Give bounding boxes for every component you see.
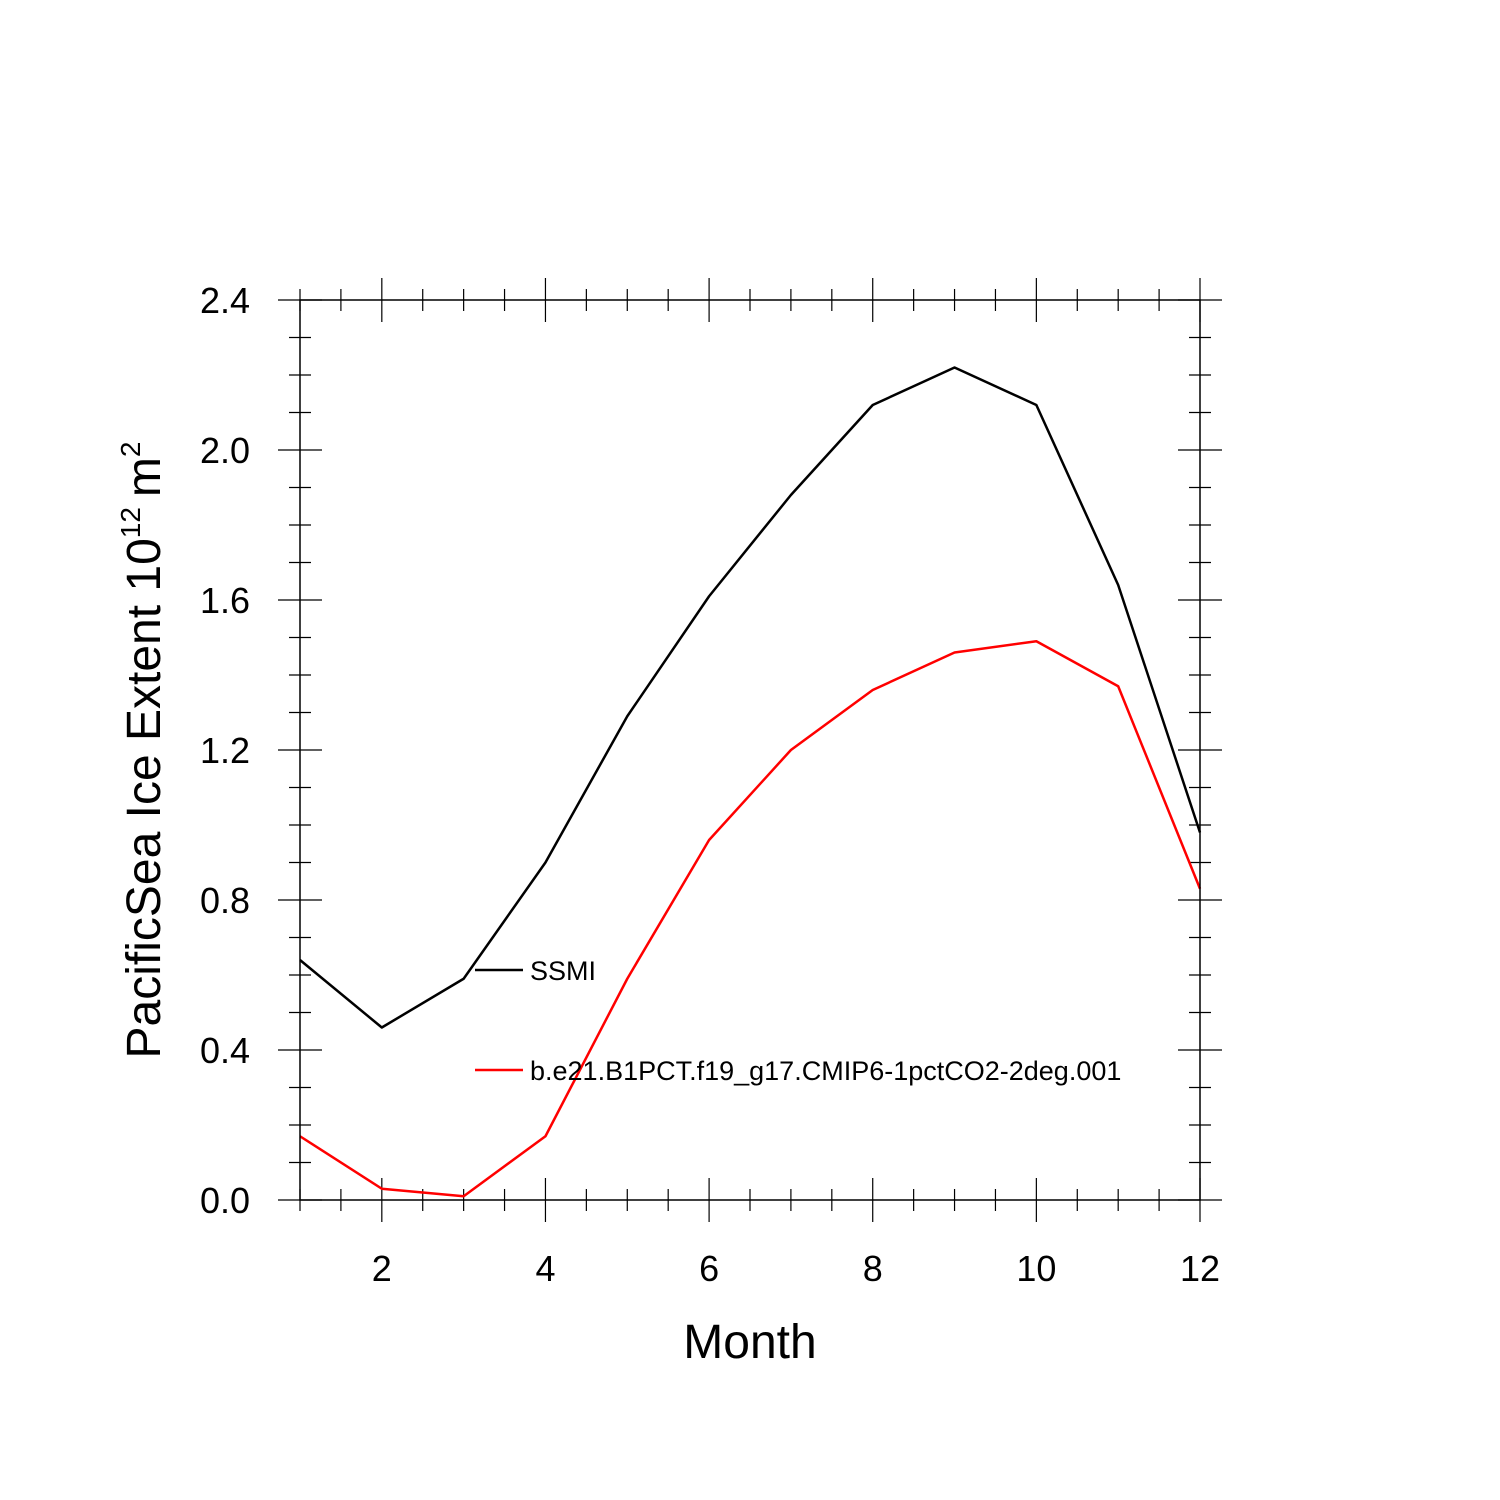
y-tick-label: 1.6	[200, 580, 250, 621]
plot-frame	[299, 299, 1201, 1201]
legend-label: b.e21.B1PCT.f19_g17.CMIP6-1pctCO2-2deg.0…	[530, 1056, 1121, 1086]
x-tick-label: 2	[372, 1248, 392, 1289]
x-tick-label: 8	[863, 1248, 883, 1289]
legend-label: SSMI	[530, 956, 596, 986]
series-line-1	[299, 366, 1202, 1029]
y-axis-title-text: PacificSea Ice Extent 10	[118, 538, 171, 1058]
x-tick-label: 10	[1016, 1248, 1056, 1289]
x-tick-label: 6	[699, 1248, 719, 1289]
y-tick-labels: 0.0 0.4 0.8 1.2 1.6 2.0 2.4	[200, 280, 250, 1221]
y-tick-label: 1.2	[200, 730, 250, 771]
x-tick-label: 12	[1180, 1248, 1220, 1289]
x-axis-title: Month	[683, 1316, 816, 1369]
x-tick-labels: 2 4 6 8 10 12	[372, 1248, 1220, 1289]
y-tick-label: 0.8	[200, 880, 250, 921]
legend: SSMI b.e21.B1PCT.f19_g17.CMIP6-1pctCO2-2d…	[475, 956, 1121, 1086]
y-axis-title: PacificSea Ice Extent 1012 m2	[115, 441, 171, 1058]
x-tick-label: 4	[535, 1248, 555, 1289]
y-tick-label: 0.4	[200, 1030, 250, 1071]
y-axis-title-unit-exponent: 2	[115, 441, 146, 457]
y-axis-title-exponent: 12	[115, 507, 146, 538]
y-tick-label: 0.0	[200, 1180, 250, 1221]
y-tick-label: 2.4	[200, 280, 250, 321]
y-axis-title-unit: m	[118, 457, 171, 497]
series-line-2	[299, 640, 1202, 1198]
y-tick-label: 2.0	[200, 430, 250, 471]
plot-lines	[299, 366, 1202, 1198]
